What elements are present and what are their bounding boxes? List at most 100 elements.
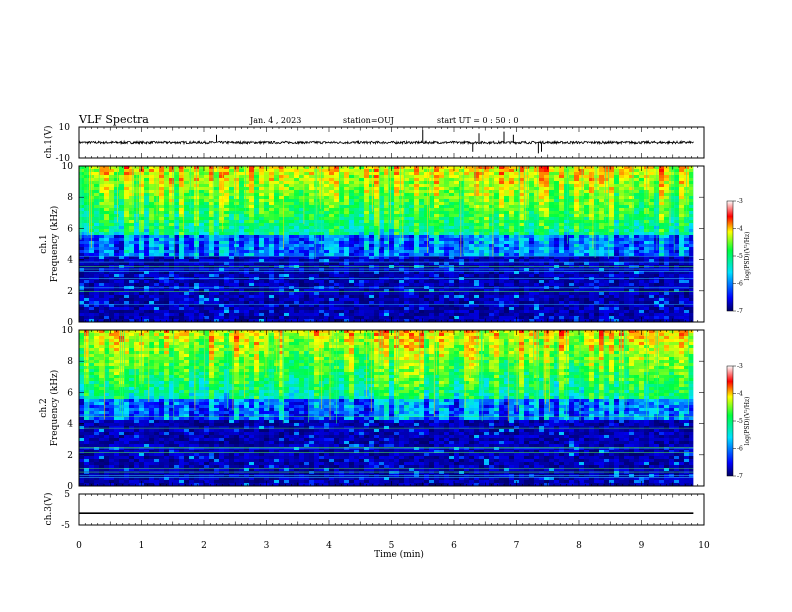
spectrogram-cell	[434, 175, 440, 179]
spectrogram-cell	[449, 199, 455, 203]
spectrogram-cell	[559, 166, 565, 170]
spectrogram-cell	[89, 280, 95, 284]
spectrogram-cell	[514, 256, 520, 260]
spectrogram-cell	[184, 253, 190, 257]
spectrogram-cell	[419, 232, 425, 236]
spectrogram-cell	[244, 175, 250, 179]
spectrogram-cell	[434, 256, 440, 260]
spectrogram-cell	[479, 196, 485, 200]
spectrogram-cell	[474, 166, 480, 170]
spectrogram-cell	[94, 169, 100, 173]
spectrogram-cell	[169, 211, 175, 215]
spectrogram-cell	[324, 190, 330, 194]
spectrogram-cell	[309, 196, 315, 200]
spectrogram-cell	[404, 244, 410, 248]
spectrogram-cell	[199, 175, 205, 179]
spectrogram-cell	[419, 229, 425, 233]
spectrogram-cell	[79, 184, 85, 188]
spectrogram-cell	[154, 274, 160, 278]
spectrogram-cell	[184, 271, 190, 275]
spectrogram-cell	[299, 244, 305, 248]
spectrogram-cell	[659, 211, 665, 215]
spectrogram-cell	[474, 184, 480, 188]
spectrogram-cell	[539, 205, 545, 209]
spectrogram-cell	[569, 241, 575, 245]
spectrogram-cell	[664, 235, 670, 239]
spectrogram-cell	[104, 226, 110, 230]
spectrogram-cell	[359, 247, 365, 251]
spectrogram-cell	[634, 235, 640, 239]
spectrogram-cell	[249, 190, 255, 194]
spectrogram-cell	[519, 271, 525, 275]
spectrogram-cell	[189, 205, 195, 209]
spectrogram-cell	[509, 274, 515, 278]
spectrogram-cell	[379, 271, 385, 275]
spectrogram-cell	[224, 181, 230, 185]
spectrogram-cell	[454, 181, 460, 185]
spectrogram-cell	[624, 223, 630, 227]
spectrogram-cell	[434, 202, 440, 206]
spectrogram-cell	[624, 181, 630, 185]
spectrogram-cell	[159, 172, 165, 176]
spectrogram-cell	[494, 229, 500, 233]
spectrogram-cell	[504, 202, 510, 206]
spectrogram-cell	[284, 196, 290, 200]
spectrogram-cell	[104, 199, 110, 203]
spectrogram-cell	[679, 262, 685, 266]
spectrogram-cell	[264, 199, 270, 203]
spectrogram-cell	[374, 220, 380, 224]
spectrogram-cell	[174, 241, 180, 245]
spectrogram-cell	[294, 232, 300, 236]
spectrogram-cell	[359, 241, 365, 245]
spectrogram-cell	[459, 226, 465, 230]
spectrogram-cell	[264, 196, 270, 200]
spectrogram-cell	[164, 235, 170, 239]
spectrogram-cell	[664, 271, 670, 275]
spectrogram-cell	[104, 271, 110, 275]
spectrogram-cell	[339, 172, 345, 176]
spectrogram-cell	[584, 235, 590, 239]
spectrogram-cell	[484, 244, 490, 248]
spectrogram-cell	[279, 193, 285, 197]
spectrogram-cell	[449, 226, 455, 230]
spectrogram-cell	[409, 175, 415, 179]
spectrogram-cell	[539, 250, 545, 254]
spectrogram-cell	[284, 184, 290, 188]
spectrogram-cell	[339, 217, 345, 221]
spectrogram-cell	[239, 202, 245, 206]
spectrogram-cell	[689, 184, 695, 188]
spectrogram-cell	[639, 211, 645, 215]
spectrogram-cell	[504, 199, 510, 203]
spectrogram-cell	[379, 232, 385, 236]
spectrogram-cell	[149, 175, 155, 179]
spectrogram-cell	[119, 220, 125, 224]
spectrogram-cell	[89, 268, 95, 272]
spectrogram-cell	[444, 196, 450, 200]
spectrogram-cell	[409, 196, 415, 200]
spectrogram-cell	[529, 184, 535, 188]
spectrogram-cell	[424, 232, 430, 236]
spectrogram-cell	[374, 199, 380, 203]
spectrogram-cell	[219, 280, 225, 284]
spectrogram-cell	[384, 244, 390, 248]
spectrogram-cell	[504, 184, 510, 188]
spectrogram-cell	[689, 241, 695, 245]
spectrogram-cell	[519, 253, 525, 257]
spectrogram-cell	[394, 274, 400, 278]
spectrogram-cell	[394, 226, 400, 230]
spectrogram-cell	[169, 220, 175, 224]
spectrogram-cell	[434, 184, 440, 188]
spectrogram-cell	[364, 178, 370, 182]
spectrogram-cell	[404, 196, 410, 200]
spectrogram-cell	[524, 196, 530, 200]
spectrogram-cell	[234, 193, 240, 197]
spectrogram-cell	[259, 241, 265, 245]
spectrogram-cell	[364, 253, 370, 257]
spectrogram-cell	[624, 226, 630, 230]
spectrogram-cell	[549, 196, 555, 200]
spectrogram-cell	[474, 205, 480, 209]
spectrogram-cell	[114, 280, 120, 284]
spectrogram-cell	[174, 271, 180, 275]
spectrogram-cell	[209, 244, 215, 248]
spectrogram-cell	[349, 262, 355, 266]
